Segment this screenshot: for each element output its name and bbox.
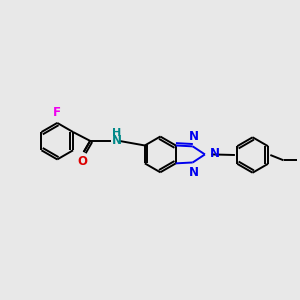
Text: H: H	[112, 128, 122, 138]
Text: N: N	[112, 134, 122, 147]
Text: N: N	[189, 166, 199, 179]
Text: N: N	[210, 147, 220, 160]
Text: N: N	[189, 130, 199, 142]
Text: O: O	[77, 155, 87, 168]
Text: F: F	[53, 106, 61, 119]
